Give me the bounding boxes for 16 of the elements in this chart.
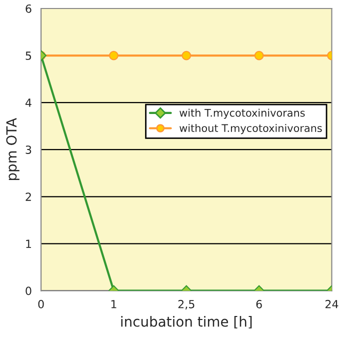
y-axis-title: ppm OTA — [6, 118, 20, 180]
y-tick-label: 1 — [26, 240, 31, 248]
legend-label: with T.mycotoxinivorans — [180, 108, 305, 119]
x-tick-label: 0 — [38, 300, 44, 308]
x-tick-label: 2,5 — [178, 300, 194, 310]
x-axis-title: incubation time [h] — [121, 316, 252, 328]
y-tick-label: 4 — [25, 98, 32, 107]
y-tick-label: 6 — [26, 4, 32, 13]
x-tick-label: 6 — [256, 300, 262, 308]
y-tick-label: 3 — [26, 146, 32, 154]
y-tick-label: 0 — [26, 286, 32, 296]
y-tick-label: 2 — [26, 192, 31, 201]
x-tick-label: 24 — [325, 300, 338, 308]
x-tick-label: 1 — [111, 300, 116, 308]
y-tick-label: 5 — [26, 52, 32, 60]
legend-label: without T.mycotoxinivorans — [180, 124, 322, 134]
